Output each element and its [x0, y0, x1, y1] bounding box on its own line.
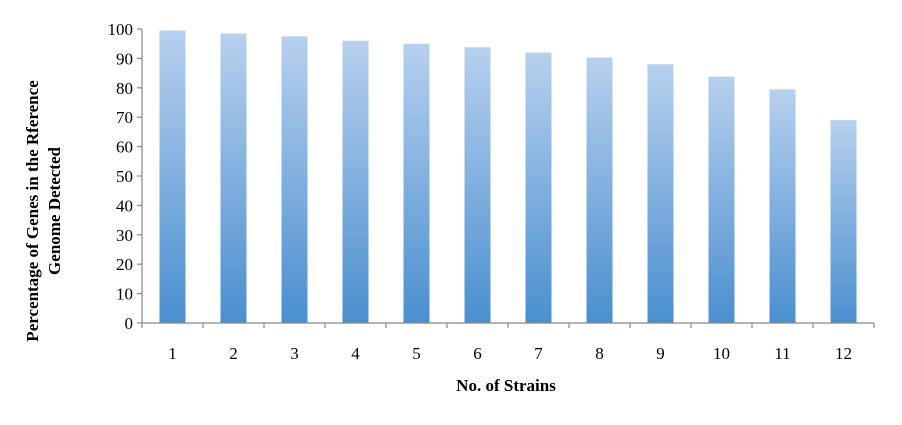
bar-1: [159, 30, 186, 323]
y-tick-label-40: 40: [116, 196, 133, 215]
x-tick-label-11: 11: [774, 344, 790, 363]
y-tick-label-30: 30: [116, 226, 133, 245]
y-tick-label-60: 60: [116, 138, 133, 157]
x-tick-label-6: 6: [473, 344, 482, 363]
bar-11: [769, 89, 796, 324]
x-tick-label-8: 8: [595, 344, 604, 363]
x-tick-label-12: 12: [835, 344, 852, 363]
y-tick-label-50: 50: [116, 167, 133, 186]
bars-group: [159, 30, 857, 324]
bar-3: [281, 36, 308, 323]
y-tick-label-10: 10: [116, 285, 133, 304]
y-tick-label-20: 20: [116, 255, 133, 274]
x-tick-label-5: 5: [412, 344, 421, 363]
y-axis-title-line-1: Percentage of Genes in the Rference: [23, 80, 42, 342]
bar-9: [647, 64, 674, 323]
x-tick-label-3: 3: [290, 344, 299, 363]
y-tick-label-90: 90: [116, 49, 133, 68]
bar-5: [403, 43, 430, 323]
x-axis-ticks: 1 2 3 4 5 6 7 8 9 10 11 12: [141, 323, 875, 363]
x-axis-title: No. of Strains: [456, 376, 556, 395]
y-axis-title-line-2: Genome Detected: [45, 147, 64, 275]
bar-4: [342, 40, 369, 323]
bar-12: [830, 120, 857, 323]
y-tick-label-80: 80: [116, 79, 133, 98]
y-tick-label-100: 100: [108, 20, 134, 39]
bar-2: [220, 33, 247, 323]
bar-6: [464, 47, 491, 324]
x-tick-label-7: 7: [534, 344, 543, 363]
y-tick-label-70: 70: [116, 108, 133, 127]
x-tick-label-9: 9: [656, 344, 665, 363]
bar-10: [708, 76, 735, 324]
bar-8: [586, 57, 613, 323]
y-axis-ticks: 0 10 20 30 40 50 60 70 80 90 100: [108, 20, 142, 333]
x-tick-label-1: 1: [168, 344, 177, 363]
x-tick-label-2: 2: [229, 344, 238, 363]
y-tick-label-0: 0: [125, 314, 134, 333]
x-tick-label-10: 10: [713, 344, 730, 363]
bar-7: [525, 52, 552, 324]
x-tick-label-4: 4: [351, 344, 360, 363]
